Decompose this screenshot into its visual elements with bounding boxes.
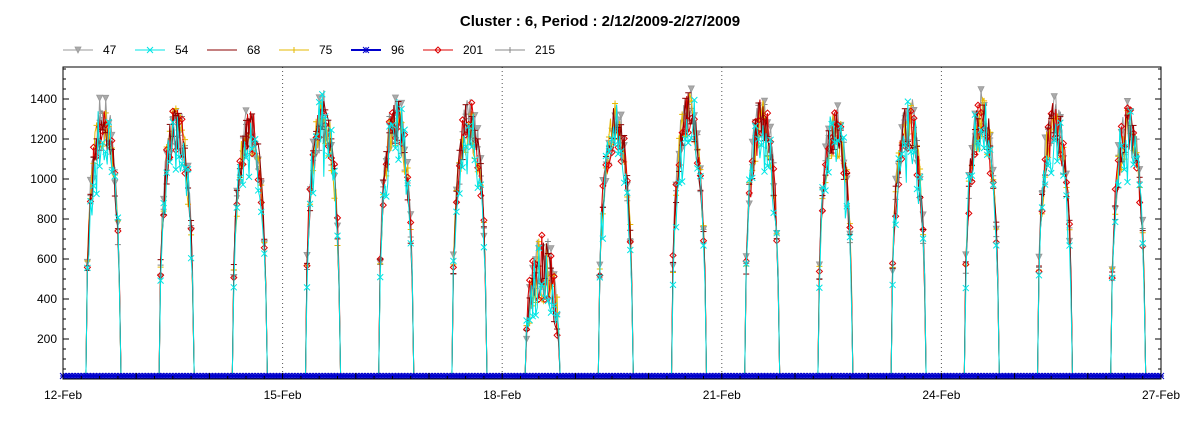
plot-series bbox=[59, 85, 1165, 380]
legend-label: 215 bbox=[535, 43, 555, 57]
legend-label: 96 bbox=[391, 43, 405, 57]
gridlines bbox=[282, 67, 942, 379]
legend-item-201: 201 bbox=[423, 43, 483, 57]
legend-label: 201 bbox=[463, 43, 483, 57]
legend: 47 54 68 75 96 201 215 bbox=[63, 43, 555, 57]
legend-item-54: 54 bbox=[135, 43, 189, 57]
x-tick-label: 18-Feb bbox=[483, 388, 521, 402]
series-line-201 bbox=[63, 96, 1161, 377]
legend-label: 54 bbox=[175, 43, 189, 57]
series-markers-96 bbox=[59, 372, 1165, 380]
y-tick-label: 600 bbox=[37, 252, 57, 266]
legend-item-68: 68 bbox=[207, 43, 261, 57]
legend-item-47: 47 bbox=[63, 43, 117, 57]
y-tick-label: 400 bbox=[37, 292, 57, 306]
series-markers-54 bbox=[84, 90, 1147, 324]
legend-label: 47 bbox=[103, 43, 117, 57]
legend-item-215: 215 bbox=[495, 43, 555, 57]
x-axis: 12-Feb 15-Feb 18-Feb 21-Feb 24-Feb 27-Feb bbox=[44, 373, 1180, 402]
legend-item-96: 96 bbox=[351, 43, 405, 57]
x-tick-label: 21-Feb bbox=[703, 388, 741, 402]
x-tick-label: 12-Feb bbox=[44, 388, 82, 402]
y-tick-label: 800 bbox=[37, 212, 57, 226]
legend-label: 75 bbox=[319, 43, 333, 57]
y-axis: 200 400 600 800 1000 1200 1400 bbox=[30, 68, 1161, 370]
legend-label: 68 bbox=[247, 43, 261, 57]
y-tick-label: 1000 bbox=[30, 172, 57, 186]
x-tick-label: 24-Feb bbox=[922, 388, 960, 402]
chart-title: Cluster : 6, Period : 2/12/2009-2/27/200… bbox=[460, 13, 740, 30]
y-tick-label: 1200 bbox=[30, 132, 57, 146]
x-tick-label: 27-Feb bbox=[1142, 388, 1180, 402]
series-54 bbox=[63, 90, 1161, 377]
x-tick-label: 15-Feb bbox=[264, 388, 302, 402]
y-tick-label: 1400 bbox=[30, 92, 57, 106]
legend-item-75: 75 bbox=[279, 43, 333, 57]
y-tick-label: 200 bbox=[37, 332, 57, 346]
